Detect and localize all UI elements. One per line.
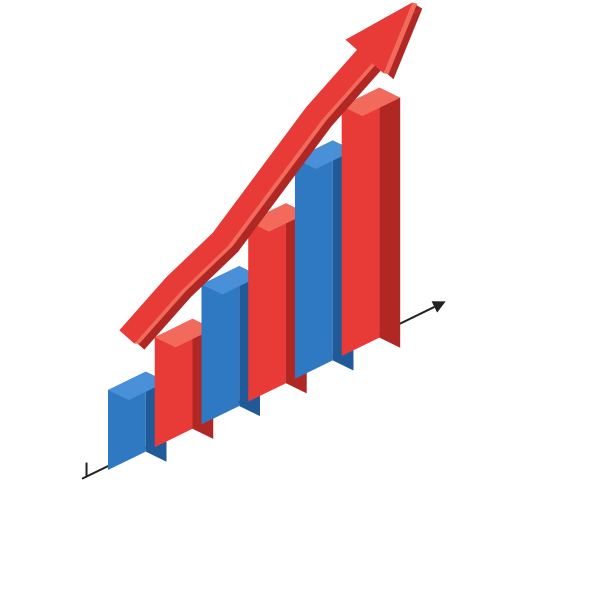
bar-front-4 — [295, 140, 333, 378]
bar-side-5 — [379, 88, 400, 348]
bar-front-5 — [342, 88, 380, 356]
isometric-growth-chart — [0, 0, 600, 600]
bar-front-3 — [248, 203, 286, 401]
